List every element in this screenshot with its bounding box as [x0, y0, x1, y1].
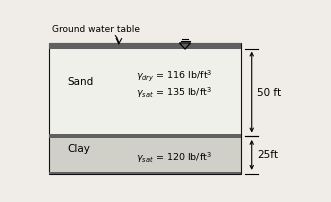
Text: $\gamma_{sat}$ = 135 lb/ft$^3$: $\gamma_{sat}$ = 135 lb/ft$^3$: [136, 85, 212, 100]
Bar: [49, 43, 242, 136]
Bar: [49, 43, 242, 49]
Text: 50 ft: 50 ft: [257, 88, 281, 98]
Bar: [49, 171, 242, 174]
Bar: [49, 134, 242, 138]
Bar: [49, 136, 242, 174]
Text: Sand: Sand: [67, 77, 93, 87]
Text: $\gamma_{sat}$ = 120 lb/ft$^3$: $\gamma_{sat}$ = 120 lb/ft$^3$: [136, 151, 212, 165]
Text: Ground water table: Ground water table: [52, 25, 140, 34]
Text: Clay: Clay: [67, 144, 90, 154]
Text: 25ft: 25ft: [257, 150, 278, 160]
Text: $\gamma_{dry}$ = 116 lb/ft$^3$: $\gamma_{dry}$ = 116 lb/ft$^3$: [136, 68, 213, 83]
